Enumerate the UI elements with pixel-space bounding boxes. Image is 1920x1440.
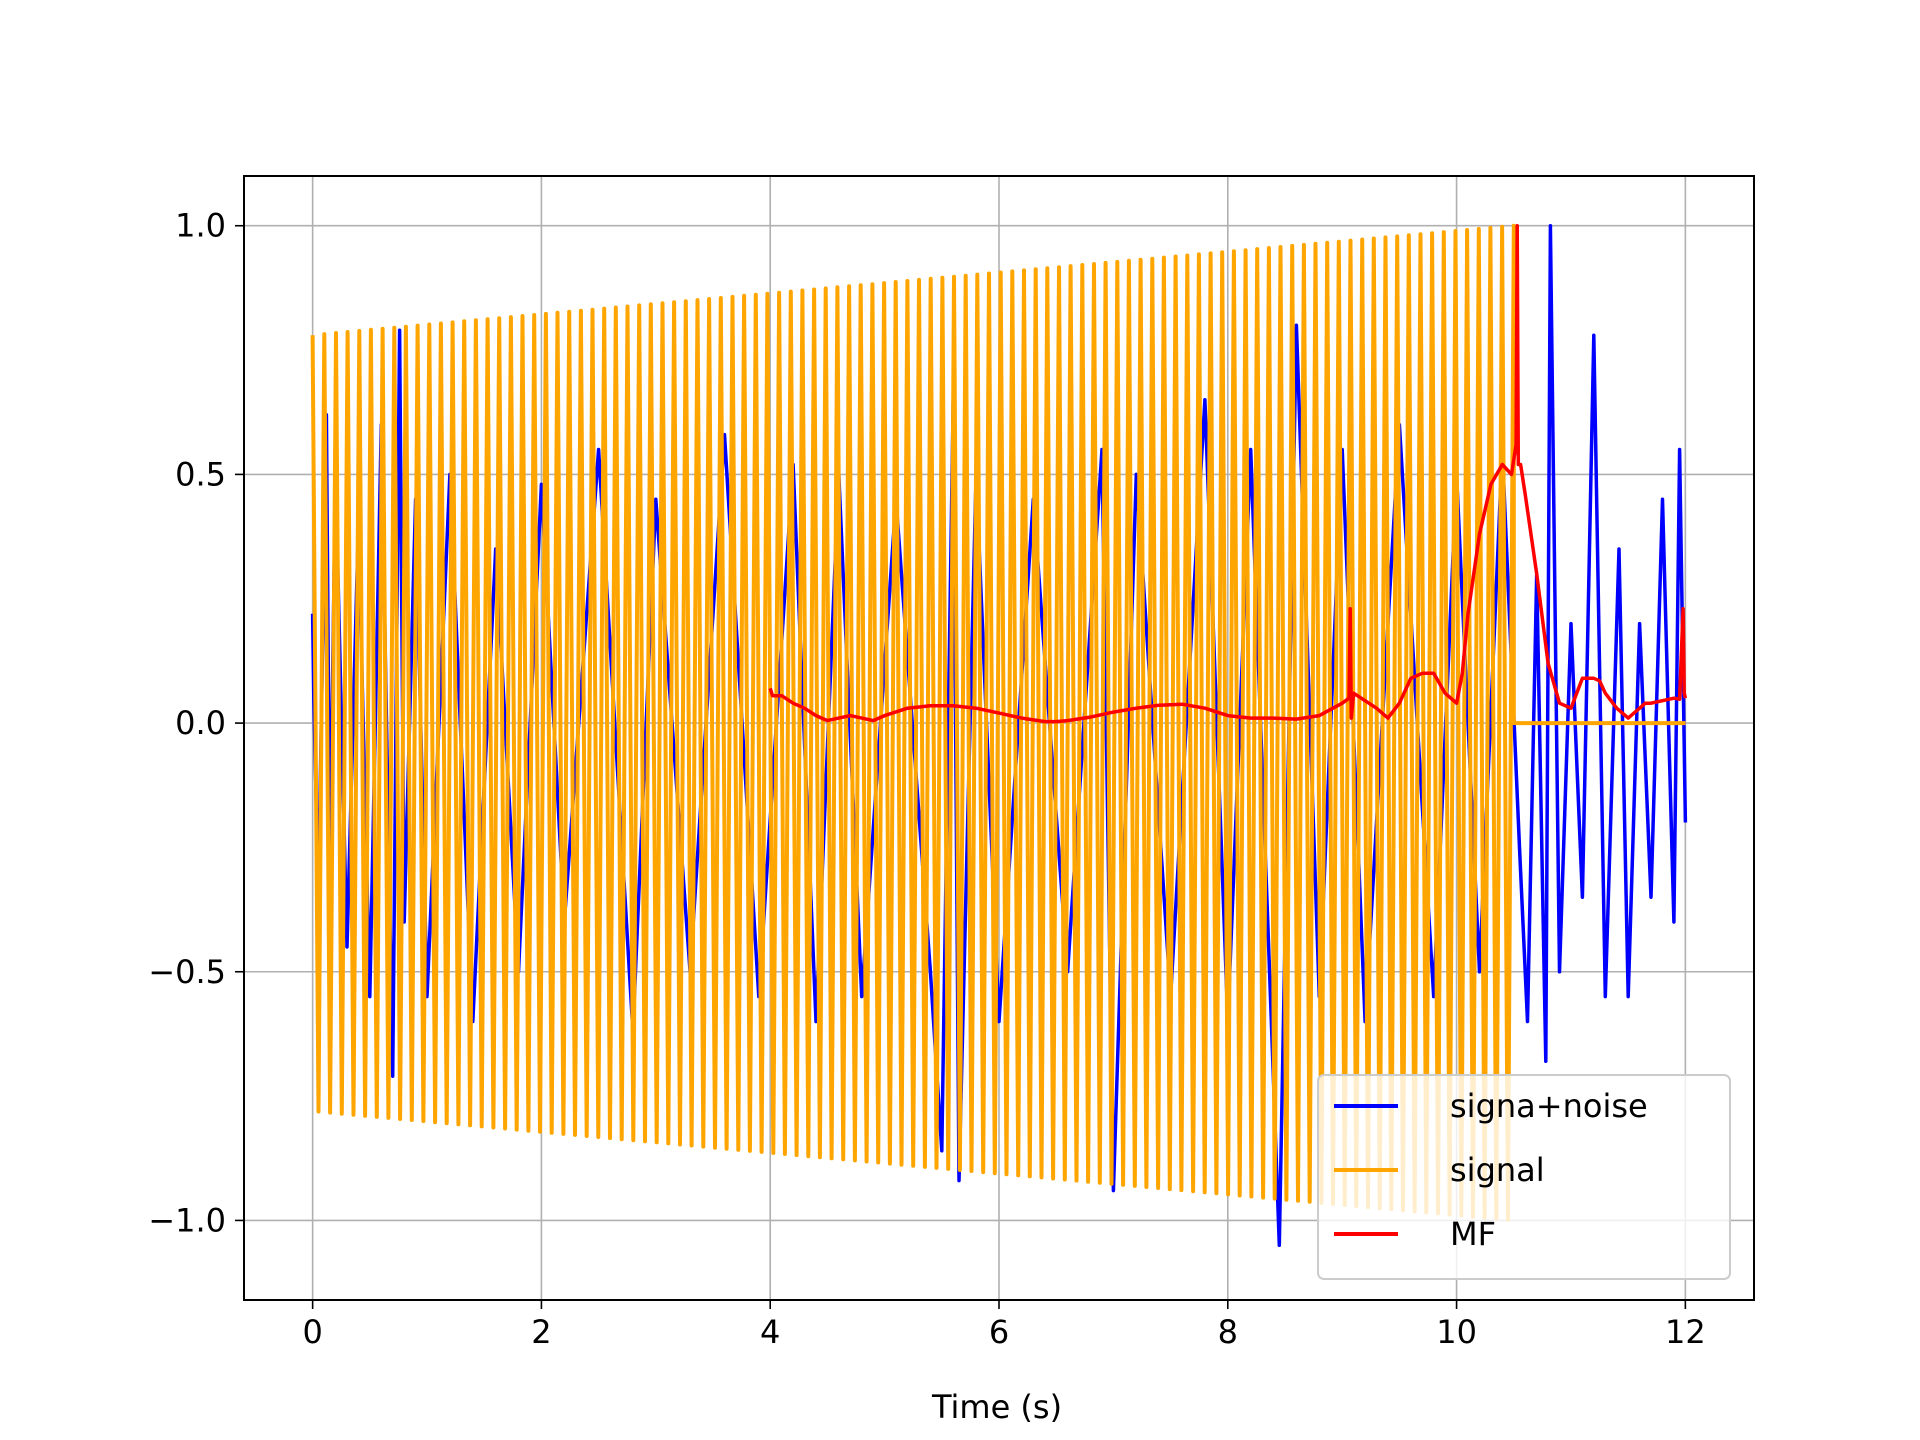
x-tick-label: 4: [760, 1313, 780, 1351]
x-axis-label: Time (s): [931, 1388, 1062, 1426]
legend-label: signal: [1450, 1151, 1545, 1189]
x-ticks: 0 2 4 6 8 10 12: [302, 1300, 1706, 1351]
y-tick-label: 1.0: [175, 207, 226, 245]
y-tick-label: 0.0: [175, 704, 226, 742]
y-tick-label: −1.0: [148, 1201, 226, 1239]
x-tick-label: 10: [1436, 1313, 1477, 1351]
legend-box: [1317, 1074, 1731, 1280]
legend-label: signa+noise: [1450, 1087, 1648, 1125]
x-tick-label: 6: [989, 1313, 1009, 1351]
legend-label: MF: [1450, 1215, 1496, 1253]
x-tick-label: 2: [531, 1313, 551, 1351]
x-tick-label: 8: [1218, 1313, 1238, 1351]
x-tick-label: 12: [1665, 1313, 1706, 1351]
series-line-mf: [768, 223, 1688, 724]
legend: signa+noise signal MF: [1317, 1074, 1731, 1280]
y-tick-label: −0.5: [148, 953, 226, 991]
series-line-signal: [310, 223, 1686, 1222]
y-tick-label: 0.5: [175, 455, 226, 493]
series-group: [310, 223, 1688, 1248]
y-ticks: 1.0 0.5 0.0 −0.5 −1.0: [148, 207, 244, 1239]
x-tick-label: 0: [302, 1313, 322, 1351]
